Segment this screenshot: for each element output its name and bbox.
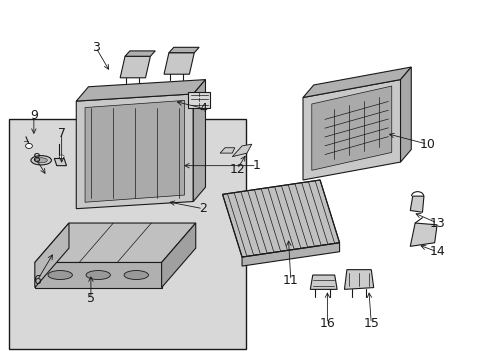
Polygon shape <box>188 92 210 108</box>
Polygon shape <box>310 275 336 289</box>
Polygon shape <box>85 100 184 202</box>
Text: 1: 1 <box>252 159 260 172</box>
Polygon shape <box>400 67 410 162</box>
Polygon shape <box>311 86 391 170</box>
Polygon shape <box>168 47 199 53</box>
Polygon shape <box>222 180 339 257</box>
Polygon shape <box>344 270 373 289</box>
Circle shape <box>25 143 32 148</box>
Polygon shape <box>35 262 161 288</box>
Text: 2: 2 <box>199 202 206 215</box>
Polygon shape <box>303 67 410 98</box>
Text: 3: 3 <box>92 41 100 54</box>
Polygon shape <box>161 223 195 288</box>
Polygon shape <box>35 223 69 288</box>
Text: 15: 15 <box>363 317 378 330</box>
Polygon shape <box>163 53 194 74</box>
Polygon shape <box>125 51 155 56</box>
Text: 14: 14 <box>428 245 444 258</box>
Polygon shape <box>409 223 436 246</box>
Text: 11: 11 <box>283 274 298 287</box>
Ellipse shape <box>124 271 148 279</box>
Ellipse shape <box>35 158 47 163</box>
Text: 16: 16 <box>319 317 335 330</box>
Text: 6: 6 <box>33 274 41 287</box>
Bar <box>9 119 245 348</box>
Polygon shape <box>76 80 205 101</box>
Text: 10: 10 <box>419 138 434 150</box>
Text: 8: 8 <box>32 152 40 165</box>
Ellipse shape <box>48 271 72 279</box>
Polygon shape <box>242 243 339 266</box>
Text: 5: 5 <box>87 292 95 305</box>
Text: 13: 13 <box>428 216 444 230</box>
Polygon shape <box>232 144 251 157</box>
Text: 4: 4 <box>199 102 206 115</box>
Polygon shape <box>35 223 195 262</box>
Text: 12: 12 <box>229 163 244 176</box>
Polygon shape <box>193 80 205 202</box>
Ellipse shape <box>31 156 51 165</box>
Polygon shape <box>409 196 423 212</box>
Circle shape <box>59 155 64 158</box>
Text: 9: 9 <box>30 109 38 122</box>
Polygon shape <box>303 80 400 180</box>
Polygon shape <box>220 148 234 153</box>
Polygon shape <box>120 56 150 78</box>
Ellipse shape <box>86 271 110 279</box>
Polygon shape <box>76 94 193 209</box>
Text: 7: 7 <box>58 127 65 140</box>
Polygon shape <box>54 158 66 166</box>
